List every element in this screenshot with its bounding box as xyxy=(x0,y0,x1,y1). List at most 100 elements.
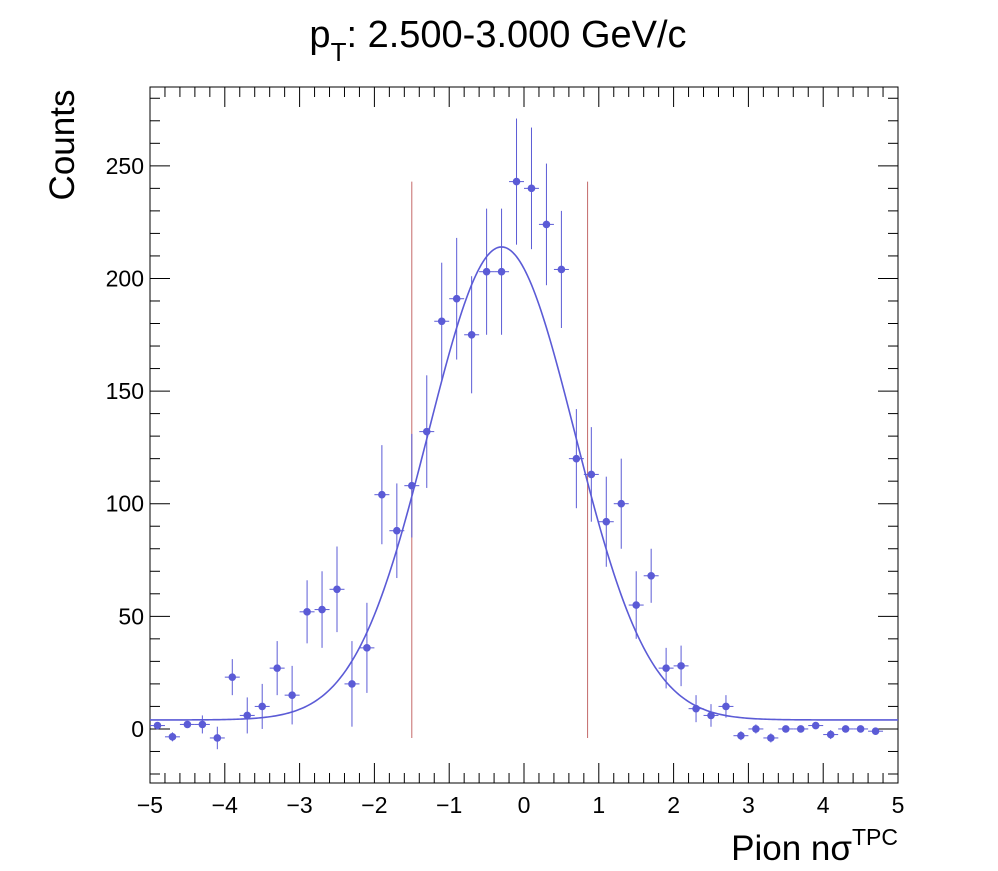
data-point-group xyxy=(763,733,779,743)
data-point xyxy=(258,702,267,711)
data-point-group xyxy=(194,715,210,734)
data-point xyxy=(348,680,356,688)
data-point-group xyxy=(509,118,524,245)
x-tick-label: 4 xyxy=(817,792,830,818)
x-tick-label: −4 xyxy=(212,792,238,818)
x-axis-title: Pion nσTPC xyxy=(731,824,898,868)
x-tick-label: −3 xyxy=(286,792,312,818)
y-tick-label: 250 xyxy=(106,153,144,179)
y-axis-ticks xyxy=(150,97,898,775)
data-point-group xyxy=(778,725,794,733)
x-axis-ticks xyxy=(149,87,899,783)
data-point xyxy=(363,644,371,652)
data-point xyxy=(497,267,506,276)
y-tick-label: 200 xyxy=(106,265,144,291)
data-point xyxy=(662,664,670,672)
data-point-group xyxy=(314,571,330,648)
data-points-layer xyxy=(150,118,884,750)
data-point xyxy=(572,454,581,463)
data-point-group xyxy=(374,445,390,545)
data-point xyxy=(288,691,296,699)
data-point-group xyxy=(464,276,480,394)
data-point xyxy=(437,317,446,326)
data-point xyxy=(153,721,162,730)
data-point xyxy=(677,662,685,670)
y-tick-label: 150 xyxy=(106,378,144,404)
data-point-group xyxy=(404,433,420,538)
chart-title: pT: 2.500-3.000 GeV/c xyxy=(309,14,686,67)
x-tick-label: −5 xyxy=(137,792,163,818)
y-tick-label: 0 xyxy=(131,716,144,742)
fit-curve xyxy=(150,246,898,721)
data-point xyxy=(557,265,566,274)
data-point-group xyxy=(209,726,225,750)
x-axis-title-base: Pion nσ xyxy=(731,829,852,868)
data-point xyxy=(198,720,207,729)
data-point-group xyxy=(269,641,285,696)
data-point-group xyxy=(434,262,450,380)
data-point xyxy=(632,601,640,609)
data-point xyxy=(527,184,536,193)
data-point-group xyxy=(224,659,240,696)
data-point xyxy=(722,702,730,711)
fit-curve-layer xyxy=(150,246,898,721)
data-point xyxy=(333,585,341,594)
chart-title-base: p xyxy=(309,14,330,56)
data-point-group xyxy=(164,732,180,742)
data-point-group xyxy=(568,409,584,509)
x-tick-label: −2 xyxy=(361,792,387,818)
data-point xyxy=(617,499,626,508)
y-tick-label: 100 xyxy=(106,491,144,517)
data-point xyxy=(647,571,655,580)
data-point-group xyxy=(553,210,569,329)
data-point-group xyxy=(299,580,315,644)
data-point xyxy=(856,725,865,733)
data-point xyxy=(408,481,416,490)
data-point xyxy=(273,664,281,672)
data-point xyxy=(587,470,596,479)
data-point-group xyxy=(733,731,749,741)
x-tick-label: 5 xyxy=(892,792,905,818)
data-point-group xyxy=(538,163,554,286)
data-point-group xyxy=(838,725,854,733)
data-point-group xyxy=(494,208,510,335)
data-point xyxy=(512,177,521,186)
data-point-group xyxy=(150,721,165,730)
data-point xyxy=(183,720,192,729)
data-point-group xyxy=(524,127,539,250)
y-tick-label: 50 xyxy=(118,603,144,629)
data-point-group xyxy=(239,697,255,734)
data-point xyxy=(767,734,775,742)
x-axis-title-superscript: TPC xyxy=(852,824,898,850)
data-point-group xyxy=(628,571,644,639)
data-point xyxy=(482,267,491,276)
data-point xyxy=(692,704,700,713)
x-tick-label: 2 xyxy=(667,792,680,818)
data-point-group xyxy=(613,458,629,549)
x-axis-tick-labels: −5 −4 −3 −2 −1 0 1 2 3 4 5 xyxy=(137,792,905,818)
data-point xyxy=(452,294,461,303)
data-point-group xyxy=(808,721,824,730)
data-point xyxy=(796,725,805,733)
data-point xyxy=(213,734,222,742)
data-point xyxy=(752,725,760,733)
x-tick-label: 3 xyxy=(742,792,755,818)
data-point xyxy=(841,725,850,733)
data-point-group xyxy=(658,647,674,689)
data-point-group xyxy=(389,483,405,579)
data-point-group xyxy=(583,427,599,522)
data-point xyxy=(707,711,715,720)
data-point-group xyxy=(329,546,345,633)
data-point-group xyxy=(179,720,195,729)
data-point-group xyxy=(868,727,884,735)
data-point-group xyxy=(853,725,869,733)
data-point-group xyxy=(643,548,659,603)
data-point xyxy=(422,427,431,436)
x-tick-label: 1 xyxy=(592,792,605,818)
data-point-group xyxy=(419,375,435,488)
data-point-group xyxy=(748,724,764,734)
data-point xyxy=(243,711,252,720)
x-tick-label: −1 xyxy=(436,792,462,818)
